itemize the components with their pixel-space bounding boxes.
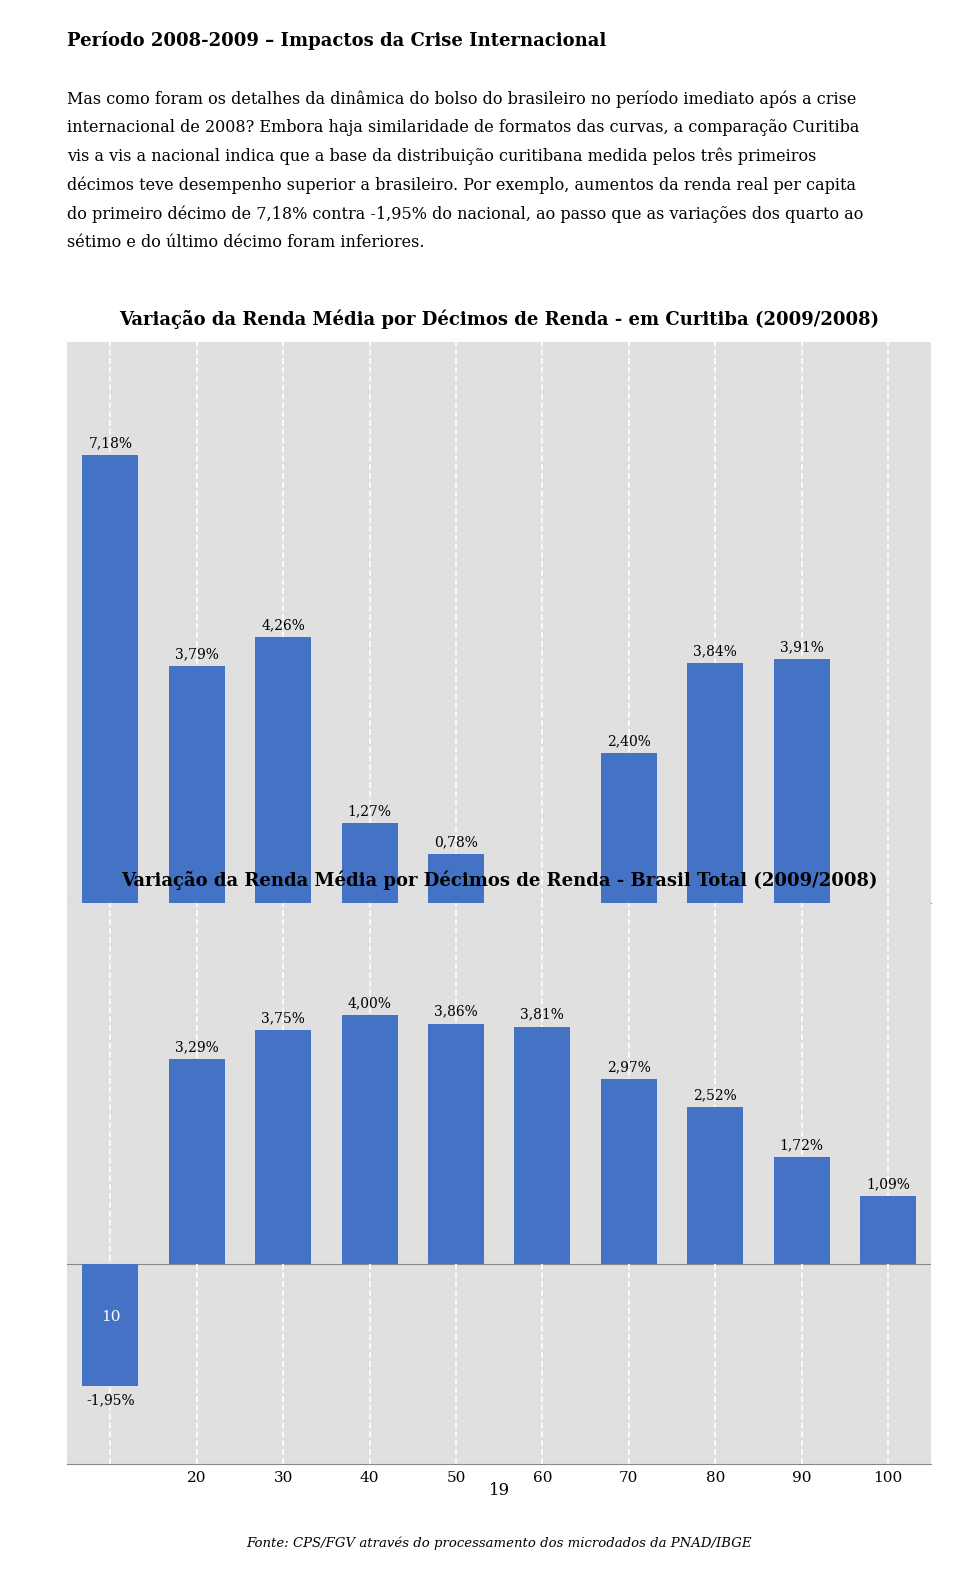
- Bar: [169, 666, 225, 903]
- Text: 3,81%: 3,81%: [520, 1008, 564, 1022]
- Text: 1,09%: 1,09%: [866, 1178, 910, 1192]
- Text: 4,26%: 4,26%: [261, 619, 305, 633]
- Bar: [515, 1027, 570, 1264]
- Text: Mas como foram os detalhes da dinâmica do bolso do brasileiro no período imediat: Mas como foram os detalhes da dinâmica d…: [67, 91, 864, 251]
- Bar: [687, 663, 743, 903]
- Text: 3,86%: 3,86%: [434, 1005, 478, 1019]
- Bar: [342, 824, 397, 903]
- Text: -1,95%: -1,95%: [86, 1393, 134, 1407]
- Text: 2,97%: 2,97%: [607, 1060, 651, 1074]
- Bar: [774, 659, 829, 903]
- Text: 2,52%: 2,52%: [693, 1088, 737, 1102]
- Text: 7,18%: 7,18%: [88, 436, 132, 451]
- Bar: [255, 1030, 311, 1264]
- Bar: [687, 1107, 743, 1264]
- Bar: [83, 455, 138, 903]
- Text: Fonte: Centro de Políticas Sociais da FGV a partir dos microdados da PNAD/IBGE: Fonte: Centro de Políticas Sociais da FG…: [239, 964, 759, 978]
- Text: 19: 19: [489, 1482, 510, 1498]
- Bar: [255, 637, 311, 903]
- Text: 4,00%: 4,00%: [348, 995, 392, 1010]
- Bar: [83, 1264, 138, 1386]
- Title: Variação da Renda Média por Décimos de Renda - em Curitiba (2009/2008): Variação da Renda Média por Décimos de R…: [119, 309, 879, 328]
- Text: 3,75%: 3,75%: [261, 1011, 305, 1025]
- Bar: [428, 1024, 484, 1264]
- Text: 3,29%: 3,29%: [175, 1041, 219, 1053]
- Text: 3,79%: 3,79%: [175, 647, 219, 661]
- Title: Variação da Renda Média por Décimos de Renda - Brasil Total (2009/2008): Variação da Renda Média por Décimos de R…: [121, 870, 877, 890]
- Text: Período 2008-2009 – Impactos da Crise Internacional: Período 2008-2009 – Impactos da Crise In…: [67, 31, 607, 50]
- Text: 10: 10: [101, 1311, 120, 1325]
- Bar: [428, 854, 484, 903]
- Bar: [860, 1196, 916, 1264]
- Text: 1,72%: 1,72%: [780, 1138, 824, 1152]
- Text: 1,27%: 1,27%: [348, 804, 392, 818]
- Text: 3,91%: 3,91%: [780, 641, 824, 653]
- Bar: [601, 754, 657, 903]
- Bar: [342, 1014, 397, 1264]
- Text: 2,40%: 2,40%: [607, 735, 651, 747]
- Bar: [169, 1060, 225, 1264]
- Text: Fonte: CPS/FGV através do processamento dos microdados da PNAD/IBGE: Fonte: CPS/FGV através do processamento …: [247, 1537, 752, 1550]
- Bar: [601, 1079, 657, 1264]
- Text: 3,84%: 3,84%: [693, 644, 737, 658]
- Bar: [774, 1157, 829, 1264]
- Text: 0,78%: 0,78%: [434, 835, 478, 849]
